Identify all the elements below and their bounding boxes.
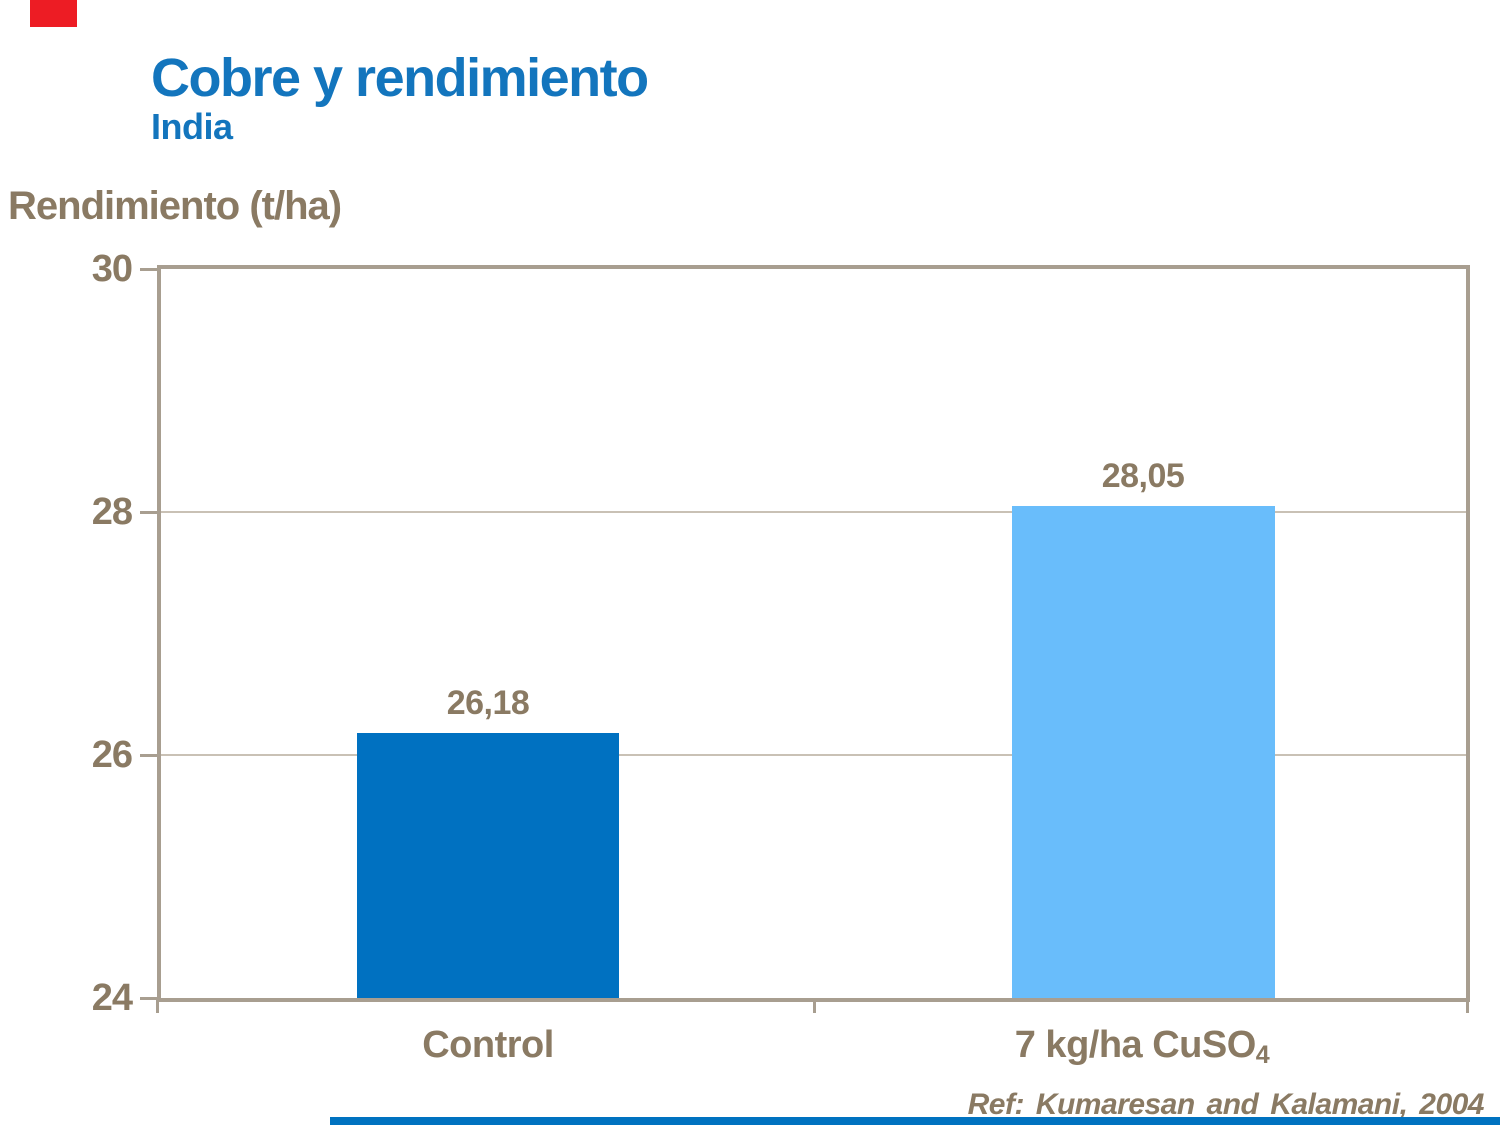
x-axis-label-cuso4: 7 kg/ha CuSO4 (1015, 1023, 1270, 1071)
value-label-cuso4: 28,05 (1101, 456, 1185, 495)
slide-footer-rule (330, 1117, 1500, 1125)
x-axis-label-control: Control (422, 1023, 554, 1071)
xtick-mark-0 (156, 1000, 159, 1013)
slide-accent-red-block (30, 0, 77, 27)
plot-area (157, 265, 1470, 1002)
ytick-label-28: 28 (91, 491, 133, 533)
bar-control (357, 733, 619, 998)
x-axis-label-cuso4-text: 7 kg/ha CuSO (1014, 1024, 1257, 1066)
gridline-26 (161, 754, 1466, 756)
ytick-label-24: 24 (91, 977, 133, 1019)
x-axis-label-cuso4-subscript: 4 (1255, 1040, 1270, 1069)
ytick-mark-28 (140, 510, 158, 514)
ytick-mark-30 (140, 267, 158, 271)
x-axis-label-control-text: Control (422, 1024, 554, 1066)
y-axis-title: Rendimiento (t/ha) (8, 184, 342, 228)
bar-cuso4 (1012, 505, 1275, 998)
ytick-mark-24 (140, 996, 158, 1000)
gridline-28 (161, 511, 1466, 513)
reference-text: Ref: Kumaresan and Kalamani, 2004 (967, 1088, 1485, 1121)
ytick-label-30: 30 (91, 248, 133, 290)
ytick-mark-26 (140, 753, 158, 757)
xtick-mark-1 (813, 1000, 816, 1013)
value-label-control: 26,18 (446, 684, 530, 723)
slide-title: Cobre y rendimiento (151, 48, 649, 108)
ytick-label-26: 26 (91, 734, 133, 776)
slide-subtitle: India (151, 106, 233, 147)
xtick-mark-2 (1466, 1000, 1469, 1013)
